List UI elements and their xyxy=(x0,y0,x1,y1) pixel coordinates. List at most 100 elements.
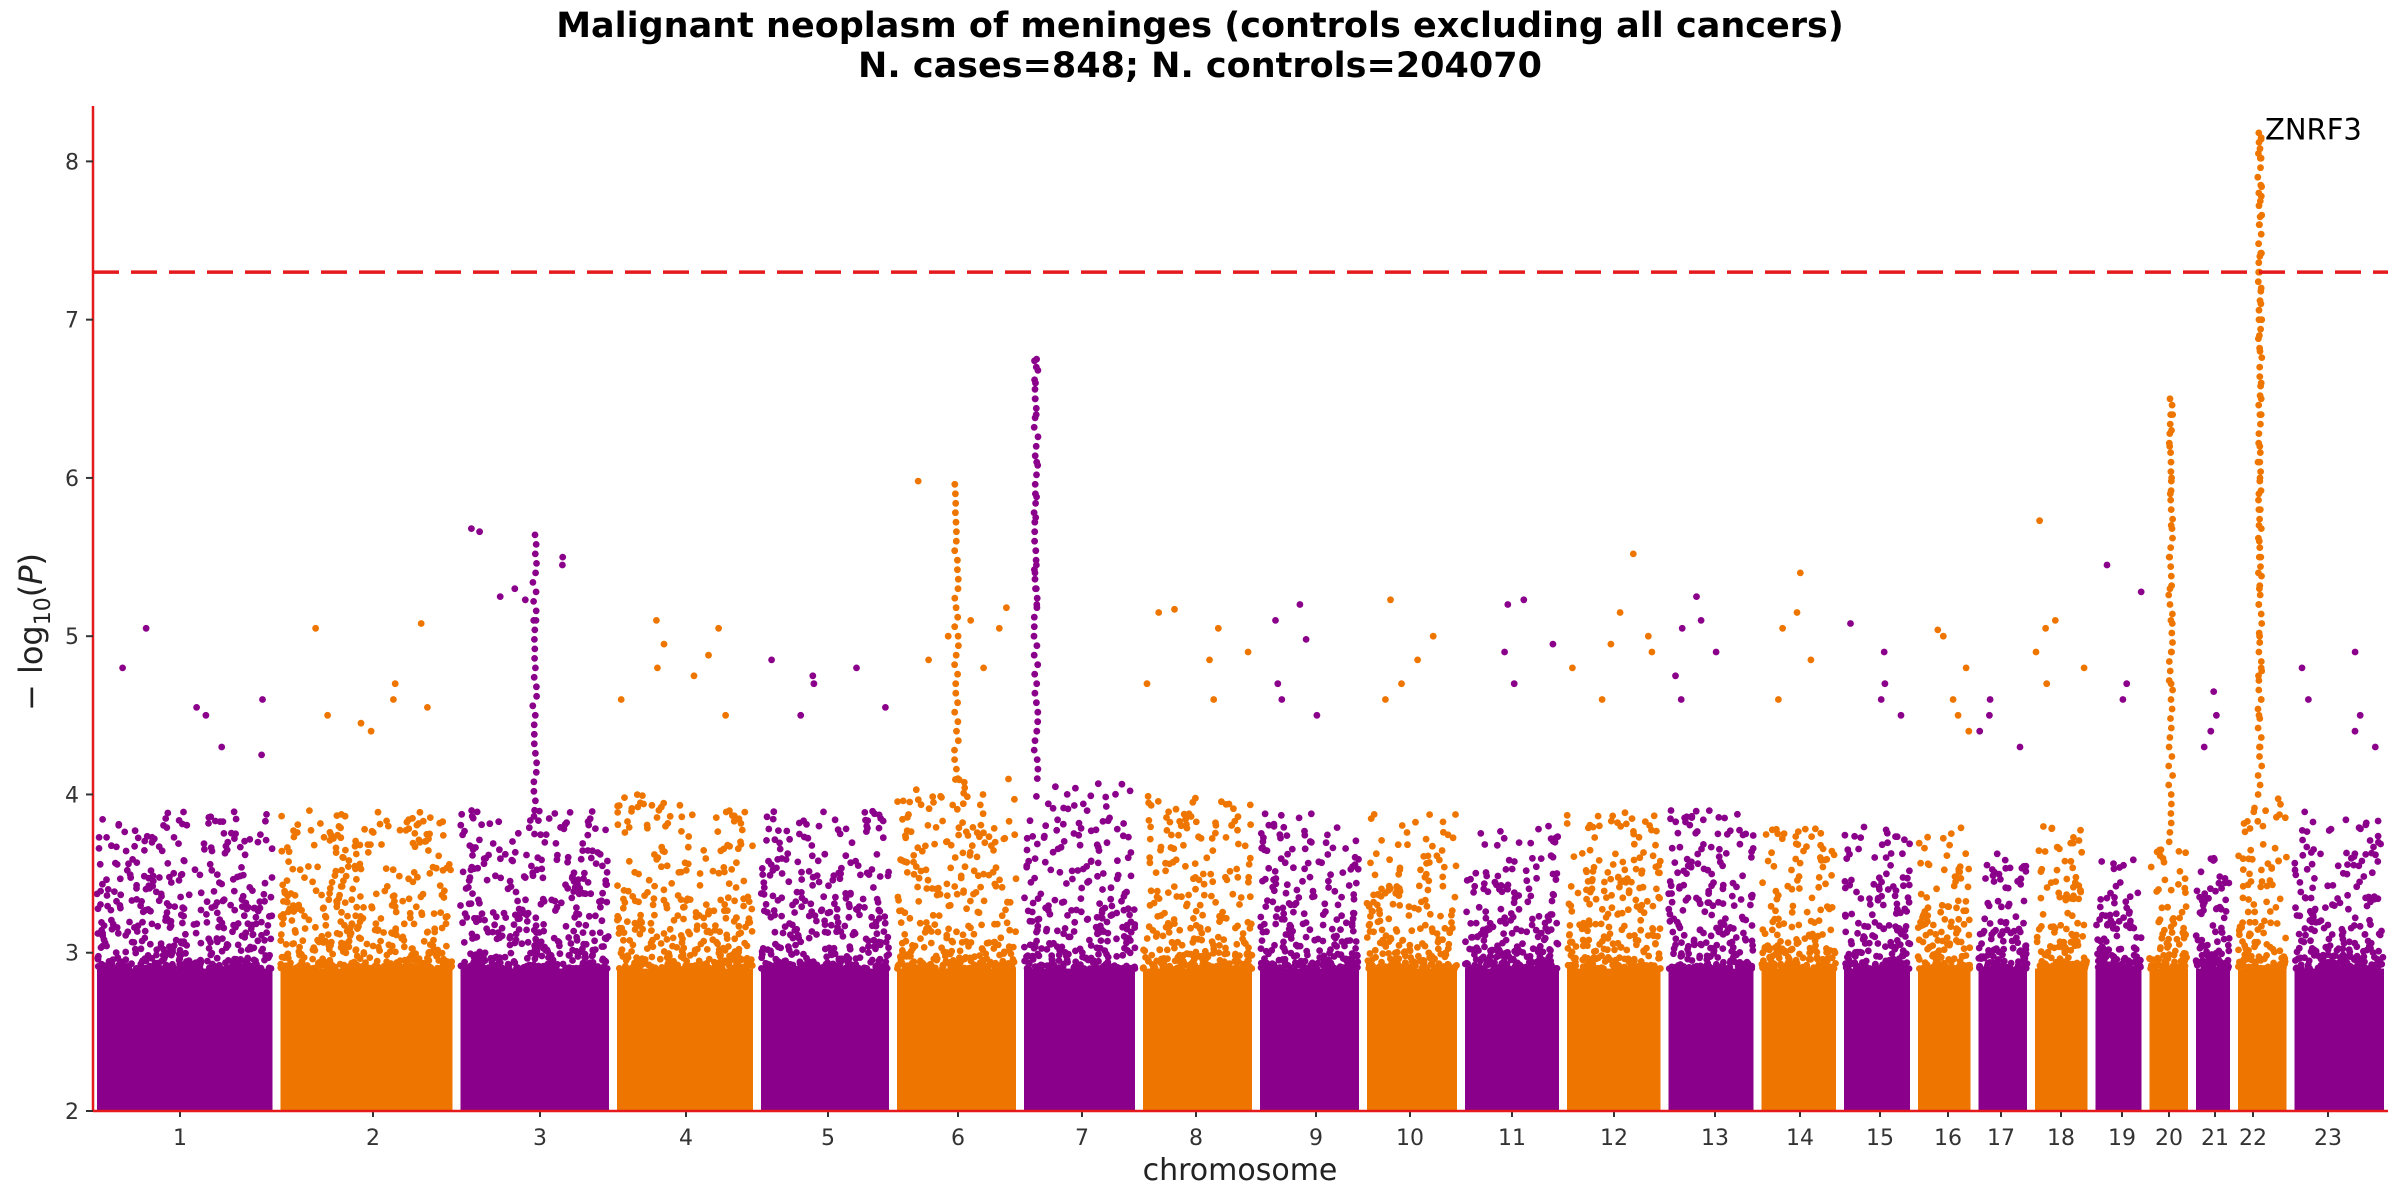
chromosome-4-point xyxy=(717,896,725,904)
chromosome-3-point xyxy=(542,831,550,838)
chromosome-15-point xyxy=(1874,896,1882,904)
chromosome-2-point xyxy=(381,887,389,895)
chromosome-3-point xyxy=(526,817,534,824)
chromosome-2-point xyxy=(310,841,318,849)
chromosome-7-signal-point xyxy=(1033,594,1041,602)
chromosome-6-top-point xyxy=(925,656,932,664)
chromosome-4-point xyxy=(640,800,647,808)
chromosome-13-point xyxy=(1724,926,1732,934)
chromosome-5-point xyxy=(758,865,766,872)
chromosome-11-point xyxy=(1553,870,1561,877)
chromosome-1-point xyxy=(163,916,171,924)
chromosome-11-point xyxy=(1481,943,1488,951)
chromosome-2-point xyxy=(332,867,340,875)
chromosome-13-point xyxy=(1714,830,1722,838)
chromosome-3-signal-point xyxy=(530,721,538,729)
chromosome-6-signal-point xyxy=(954,670,961,678)
chromosome-9-point xyxy=(1304,951,1311,959)
chromosome-12-point xyxy=(1643,897,1651,905)
chromosome-1-point xyxy=(241,837,249,845)
chromosome-2-point xyxy=(409,814,416,822)
chromosome-8-point xyxy=(1190,954,1198,961)
chromosome-14-point xyxy=(1768,926,1776,934)
chromosome-12-point xyxy=(1570,853,1578,860)
chromosome-11-point xyxy=(1500,834,1508,842)
chromosome-13-point xyxy=(1748,848,1755,855)
chromosome-6-point xyxy=(914,796,922,804)
chromosome-12-point xyxy=(1632,865,1640,873)
chromosome-11-point xyxy=(1480,885,1488,893)
chromosome-16-point xyxy=(1947,923,1955,930)
chromosome-10-point xyxy=(1417,925,1424,932)
chromosome-3-point xyxy=(459,831,466,839)
chromosome-2-point xyxy=(278,847,286,855)
chromosome-12-point xyxy=(1635,833,1643,841)
chromosome-7-signal-point xyxy=(1033,756,1041,763)
chromosome-10-point xyxy=(1426,811,1433,818)
chromosome-15-points xyxy=(1841,620,1914,1111)
chromosome-9-point xyxy=(1257,913,1265,921)
chromosome-7-point xyxy=(1033,793,1040,800)
chromosome-5-point xyxy=(842,964,849,972)
chromosome-15-point xyxy=(1874,940,1882,947)
chromosome-1-point xyxy=(164,860,172,867)
chromosome-10-point xyxy=(1408,927,1416,935)
chromosome-11-point xyxy=(1533,965,1540,972)
chromosome-14-point xyxy=(1768,952,1776,960)
chromosome-10-point xyxy=(1389,900,1397,908)
chromosome-5-point xyxy=(835,869,843,877)
chromosome-7-signal-point xyxy=(1033,471,1040,479)
chromosome-5-point xyxy=(813,961,821,969)
chromosome-11-point xyxy=(1463,908,1470,916)
chromosome-11-point xyxy=(1472,869,1480,877)
chromosome-12-point xyxy=(1572,943,1580,950)
chromosome-1-point xyxy=(264,922,272,929)
chromosome-5-point xyxy=(784,850,792,857)
chromosome-14-point xyxy=(1768,849,1775,857)
chromosome-2-point xyxy=(295,905,303,913)
chromosome-7-point xyxy=(1094,780,1102,788)
chromosome-13-point xyxy=(1692,829,1700,837)
chromosome-8-point xyxy=(1247,920,1255,928)
chromosome-2-point xyxy=(318,891,325,899)
chromosome-2-point xyxy=(431,928,439,936)
chromosome-6-signal-point xyxy=(951,746,958,754)
chromosome-3-point xyxy=(588,952,596,960)
chromosome-1-point xyxy=(113,861,121,868)
chromosome-4-point xyxy=(633,958,640,965)
chromosome-14-point xyxy=(1764,857,1772,865)
chromosome-1-point xyxy=(166,873,173,881)
chromosome-5-point xyxy=(875,824,883,832)
chromosome-1-point xyxy=(113,924,121,931)
chromosome-2-point xyxy=(420,937,428,945)
chromosome-5-point xyxy=(792,941,799,949)
chromosome-14-point xyxy=(1759,879,1766,887)
chromosome-6-signal-point xyxy=(954,585,962,593)
chromosome-10-point xyxy=(1363,934,1371,941)
chromosome-17-point xyxy=(1984,962,1991,970)
chromosome-5-point xyxy=(884,933,892,941)
chromosome-13-point xyxy=(1666,878,1674,885)
chromosome-12-point xyxy=(1567,961,1575,969)
chromosome-12-point xyxy=(1567,883,1575,890)
chromosome-4-point xyxy=(615,802,623,809)
chromosome-7-point xyxy=(1130,906,1138,913)
chromosome-17-point xyxy=(2020,897,2028,905)
chromosome-12-point xyxy=(1641,961,1648,969)
chromosome-11-point xyxy=(1470,888,1477,896)
chromosome-5-point xyxy=(875,906,883,914)
chromosome-10-point xyxy=(1412,818,1419,826)
chromosome-3-point xyxy=(584,818,592,826)
chromosome-6-point xyxy=(990,825,998,832)
chromosome-2-point xyxy=(283,877,291,884)
chromosome-15-point xyxy=(1861,940,1869,947)
chromosome-3-signal-point xyxy=(532,797,539,805)
chromosome-2-top-point xyxy=(391,680,399,688)
chromosome-1-point xyxy=(232,830,240,838)
chromosome-5-point xyxy=(873,895,881,903)
chromosome-3-point xyxy=(524,909,532,917)
chromosome-17-top-point xyxy=(2016,743,2024,751)
chromosome-1-point xyxy=(183,958,190,965)
chromosome-9-point xyxy=(1311,936,1319,944)
chromosome-5-point xyxy=(770,907,778,914)
